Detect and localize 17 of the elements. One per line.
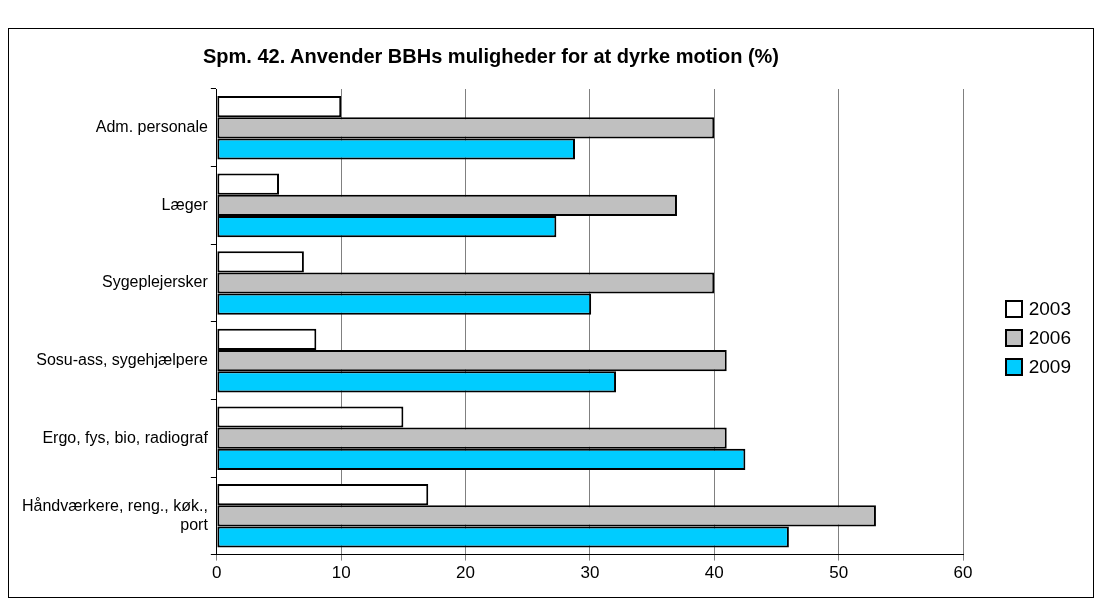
x-tick-label: 40 — [704, 563, 724, 583]
x-tick-label: 20 — [456, 563, 476, 583]
x-tick-label: 60 — [953, 563, 973, 583]
y-tick-label: Ergo, fys, bio, radiograf — [42, 428, 209, 446]
x-tick-label: 10 — [331, 563, 351, 583]
legend-label: 2006 — [1028, 326, 1071, 349]
x-tick-label: 30 — [580, 563, 600, 583]
x-tick-label: 50 — [829, 563, 849, 583]
legend-label: 2009 — [1028, 355, 1071, 378]
x-tick-label: 0 — [212, 563, 222, 583]
chart-title: Spm. 42. Anvender BBHs muligheder for at dyrke motion (%) — [202, 44, 780, 67]
y-tick-label: Håndværkere, reng., køk., port — [22, 496, 209, 533]
text: 2003 — [1028, 297, 1071, 320]
y-tick-label: Sosu-ass, sygehjælpere — [36, 351, 208, 369]
y-tick-label: Adm. personale — [95, 118, 208, 136]
y-tick-label: Sygeplejersker — [102, 273, 209, 291]
y-tick-label: Læger — [161, 195, 209, 213]
